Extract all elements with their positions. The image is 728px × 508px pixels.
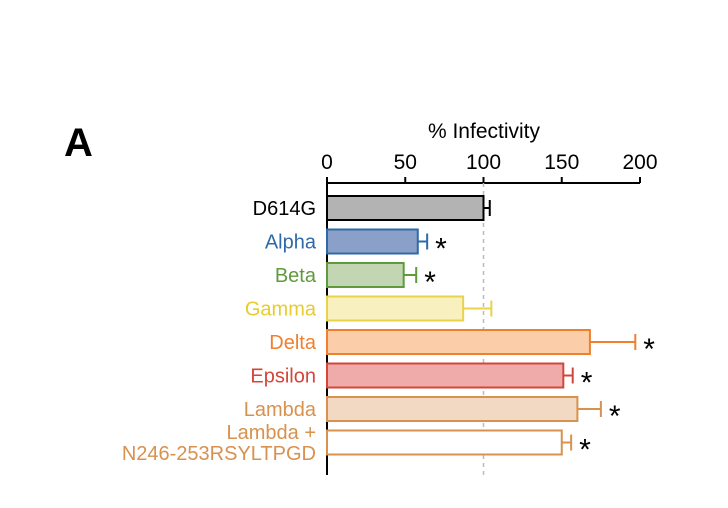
bar-0	[326, 195, 485, 221]
category-label-5: Epsilon	[250, 366, 316, 388]
x-tick-label-0: 0	[321, 151, 333, 174]
significance-star-1: *	[435, 233, 447, 266]
bar-4	[326, 329, 591, 355]
category-label-1: Alpha	[265, 232, 317, 254]
bar-6	[326, 396, 579, 422]
bar-3	[326, 295, 465, 322]
x-tick-label-50: 50	[394, 151, 417, 174]
category-label-3: Gamma	[245, 299, 317, 321]
bar-2	[326, 262, 405, 288]
category-label-0: D614G	[253, 198, 316, 220]
panel-label: A	[64, 121, 93, 165]
significance-star-4: *	[643, 333, 655, 366]
infectivity-bar-chart: % Infectivity 0 50 100 150 200 ****** D614GA…	[122, 120, 658, 475]
x-tick-label-150: 150	[544, 151, 579, 174]
significance-star-5: *	[581, 367, 593, 400]
category-label-4: Delta	[269, 332, 317, 354]
x-tick-label-200: 200	[622, 151, 657, 174]
bar-5	[326, 362, 565, 389]
x-tick-label-100: 100	[466, 151, 501, 174]
category-label-2: Beta	[275, 265, 317, 287]
category-label-6: Lambda	[244, 399, 317, 421]
x-axis-title: % Infectivity	[428, 120, 541, 143]
category-label-7: Lambda + N246-253RSYLTPGD	[122, 422, 316, 465]
significance-star-2: *	[424, 266, 436, 299]
bar-7	[326, 429, 563, 456]
bar-1	[326, 228, 419, 255]
bars: ******	[326, 195, 655, 467]
x-axis: 0 50 100 150 200	[321, 151, 658, 475]
significance-star-7: *	[579, 434, 591, 467]
significance-star-6: *	[609, 400, 621, 433]
category-labels: D614G Alpha Beta Gamma Delta Epsilon LambdaLam…	[122, 198, 317, 465]
